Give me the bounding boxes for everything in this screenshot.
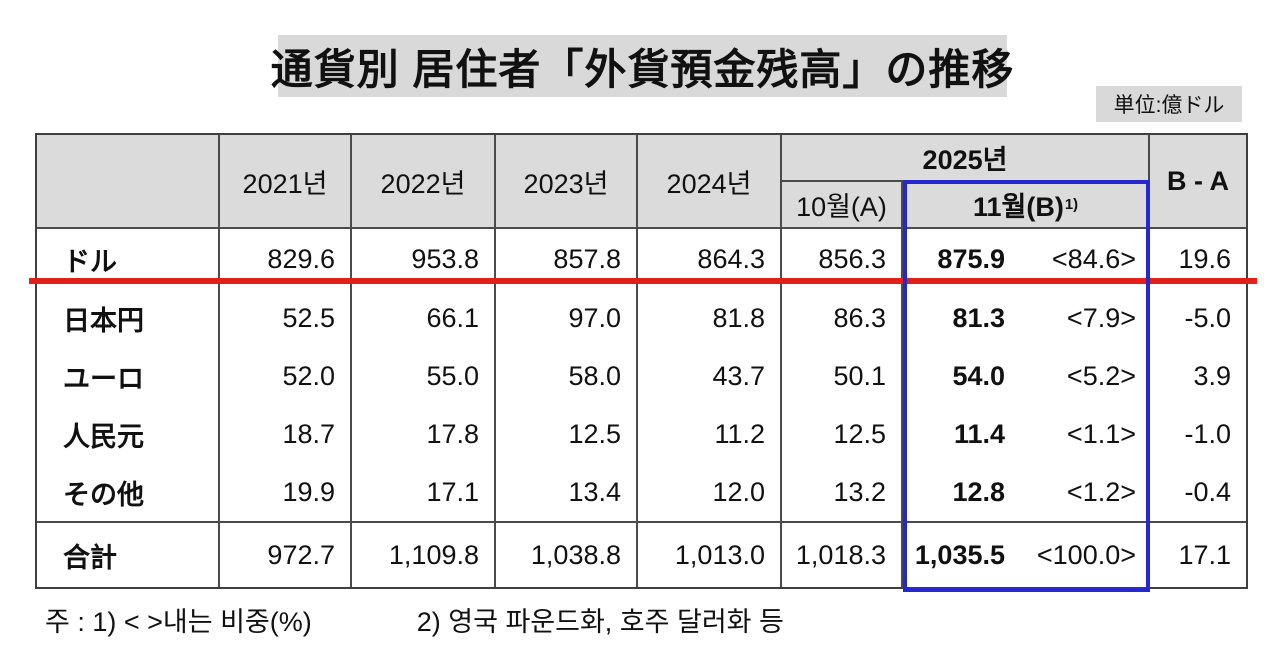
yuan-november-share: <1.1> [1066,418,1136,449]
row-euro-label: ユーロ [37,347,220,405]
unit-label: 単位:億ドル [1096,86,1242,122]
euro-2023: 58.0 [496,347,638,405]
others-2021: 19.9 [220,463,352,521]
others-diff: -0.4 [1184,476,1231,507]
row-others-label: その他 [37,463,220,521]
yen-november-value: 81.3 [952,302,1005,333]
euro-november-share: <5.2> [1066,360,1136,391]
currency-deposit-table: 2021년 2022년 2023년 2024년 2025년 B - A 10월(… [29,133,1257,592]
row-yuan-label: 人民元 [37,405,220,463]
yuan-2021: 18.7 [220,405,352,463]
euro-november: 54.0 <5.2> [903,347,1150,405]
yen-2023: 97.0 [496,289,638,347]
others-2022: 17.1 [352,463,496,521]
others-2024: 12.0 [638,463,782,521]
year-header-2021: 2021년 [220,135,352,229]
yuan-november: 11.4 <1.1> [903,405,1150,463]
others-november: 12.8 <1.2> [903,463,1150,521]
footnote-note-2: 2) 영국 파운드화, 호주 달러화 등 [416,607,784,637]
total-diff: 17.1 [1150,521,1246,587]
dollar-november-value: 875.9 [937,243,1005,274]
yen-november: 81.3 <7.9> [903,289,1150,347]
dollar-2021: 829.6 [220,229,352,289]
euro-2024: 43.7 [638,347,782,405]
yuan-october: 12.5 [782,405,903,463]
yen-october: 86.3 [782,289,903,347]
total-2021: 972.7 [220,521,352,587]
euro-2021: 52.0 [220,347,352,405]
yuan-2024: 11.2 [638,405,782,463]
others-october: 13.2 [782,463,903,521]
dollar-2022: 953.8 [352,229,496,289]
row-dollar-label: ドル [37,229,220,289]
yen-november-share: <7.9> [1066,302,1136,333]
footnote: 주 : 1) < >내는 비중(%) 2) 영국 파운드화, 호주 달러화 등 [45,600,784,639]
yuan-2023: 12.5 [496,405,638,463]
diff-header: B - A [1150,135,1246,229]
footnote-note-1: 주 : 1) < >내는 비중(%) [45,607,312,637]
subheader-november-b: 11월(B) 1) [903,182,1150,229]
total-2022: 1,109.8 [352,521,496,587]
yuan-2022: 17.8 [352,405,496,463]
euro-diff: 3.9 [1193,360,1231,391]
yen-2022: 66.1 [352,289,496,347]
dollar-diff: 19.6 [1178,243,1231,274]
yen-2021: 52.5 [220,289,352,347]
year-header-2024: 2024년 [638,135,782,229]
page-title: 通貨別 居住者「外貨預金残高」の推移 [271,35,1013,97]
yen-2024: 81.8 [638,289,782,347]
total-november-value: 1,035.5 [914,539,1005,570]
dollar-october: 856.3 [782,229,903,289]
others-november-share: <1.2> [1066,476,1136,507]
total-2024: 1,013.0 [638,521,782,587]
total-november-share: <100.0> [1036,539,1136,570]
yuan-november-value: 11.4 [953,418,1005,449]
euro-2022: 55.0 [352,347,496,405]
euro-october: 50.1 [782,347,903,405]
group-header-2025: 2025년 [782,135,1150,182]
others-november-value: 12.8 [952,476,1005,507]
year-header-2022: 2022년 [352,135,496,229]
dollar-2024: 864.3 [638,229,782,289]
dollar-row-red-underline [29,278,1257,284]
others-2023: 13.4 [496,463,638,521]
total-november: 1,035.5 <100.0> [903,521,1150,587]
row-yen-label: 日本円 [37,289,220,347]
yuan-diff: -1.0 [1184,418,1231,449]
subheader-november-b-text: 11월(B) [972,192,1064,222]
yen-diff: -5.0 [1184,302,1231,333]
dollar-november-share: <84.6> [1051,243,1136,274]
corner-cell [37,135,220,229]
dollar-2023: 857.8 [496,229,638,289]
row-total-label: 合計 [37,521,220,587]
total-october: 1,018.3 [782,521,903,587]
subheader-october-a: 10월(A) [782,182,903,229]
total-2023: 1,038.8 [496,521,638,587]
year-header-2023: 2023년 [496,135,638,229]
euro-november-value: 54.0 [952,360,1005,391]
